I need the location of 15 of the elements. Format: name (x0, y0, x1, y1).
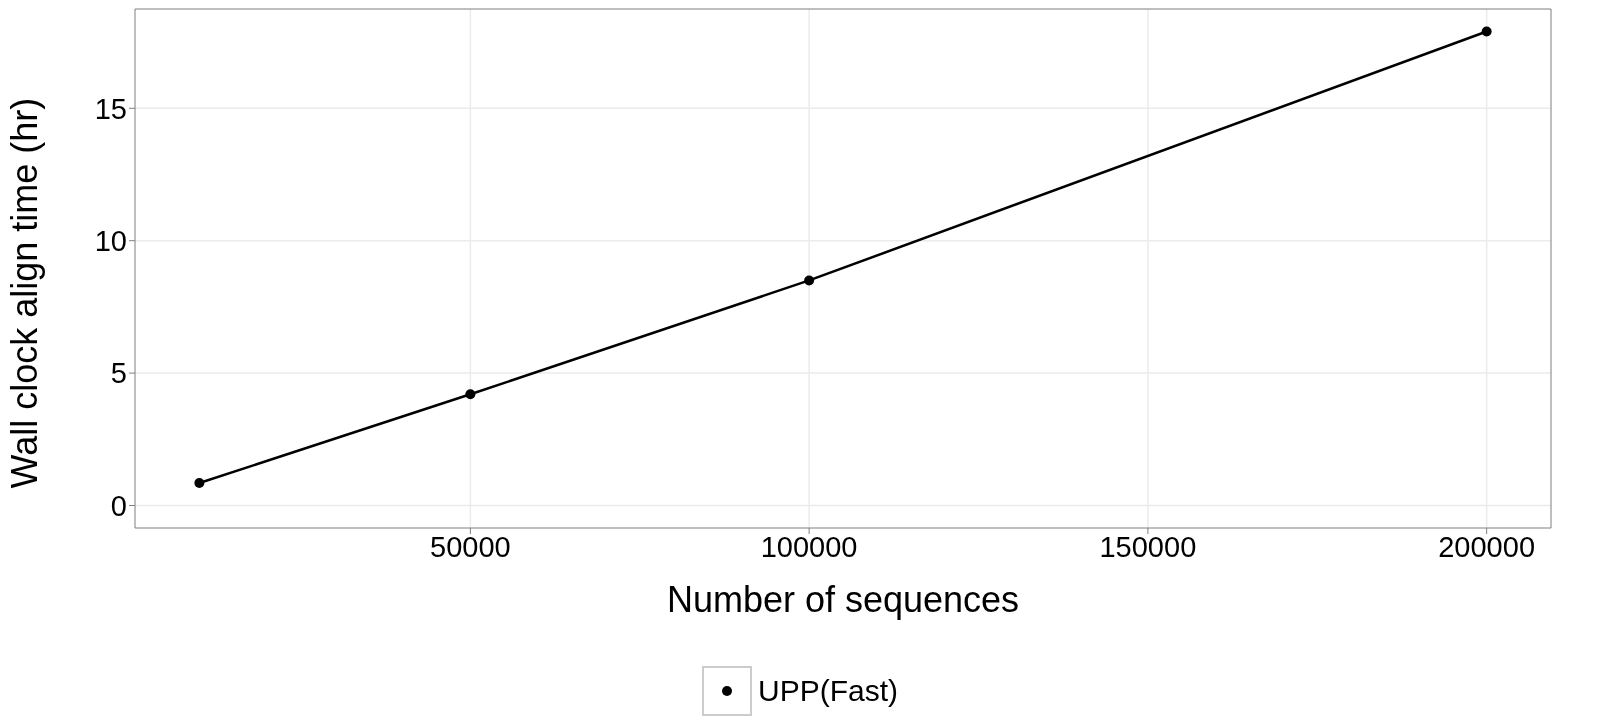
y-axis-title: Wall clock align time (hr) (3, 97, 45, 489)
x-tick-label: 150000 (1099, 530, 1197, 563)
y-tick-label: 10 (94, 224, 127, 257)
point (194, 477, 205, 488)
x-axis-title: Number of sequences (666, 579, 1020, 620)
y-tick-label: 15 (94, 92, 127, 125)
x-tick-label: 200000 (1438, 530, 1536, 563)
point (804, 275, 815, 286)
y-tick-label: 5 (110, 357, 127, 390)
x-tick-label: 100000 (760, 530, 858, 563)
y-tick-label: 0 (110, 489, 127, 522)
x-tick-label: 50000 (430, 530, 511, 563)
legend-label: UPP(Fast) (757, 674, 898, 708)
point (465, 389, 476, 400)
point (1481, 26, 1492, 37)
